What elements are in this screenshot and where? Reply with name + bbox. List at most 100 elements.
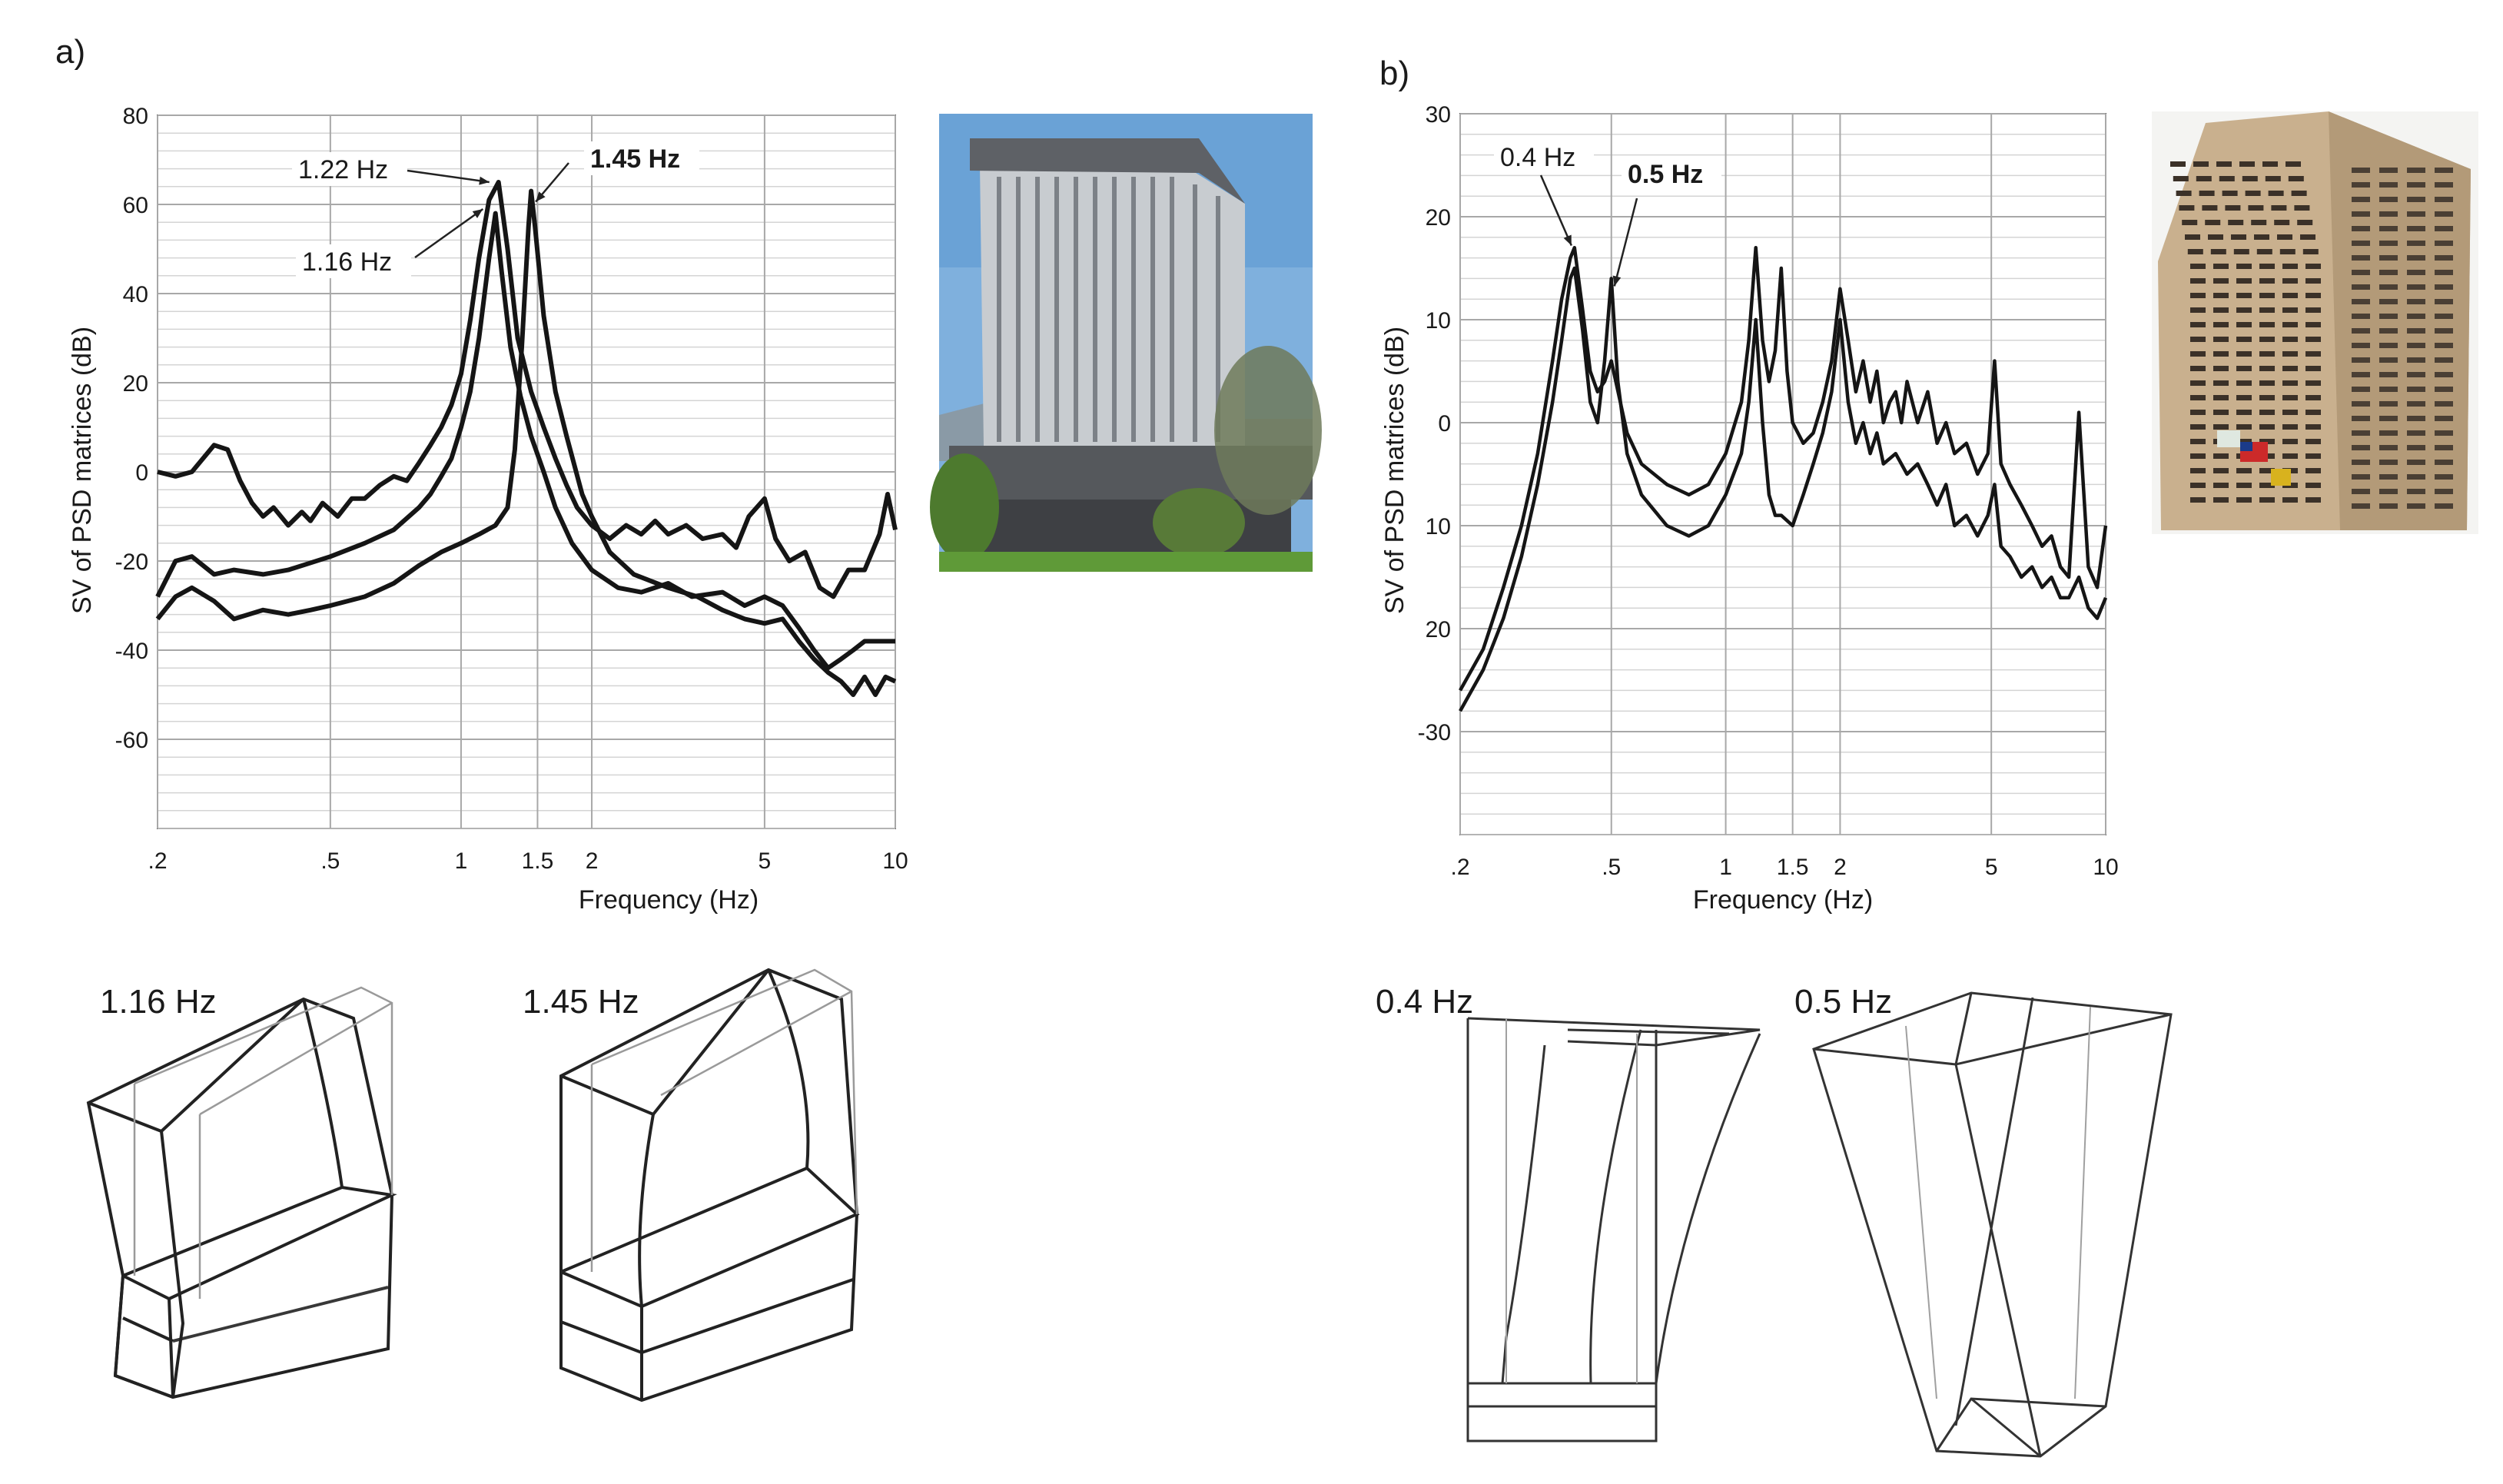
tower-window <box>2205 220 2221 225</box>
tower-window <box>2352 357 2370 363</box>
tower-window <box>2407 372 2425 377</box>
tower-window <box>2379 343 2398 348</box>
chart-b-ticks: .2 .5 1 1.5 2 5 10 30 20 10 0 10 20 -30 <box>1418 102 2119 880</box>
tower-window <box>2213 293 2229 298</box>
x-tick-label: 1 <box>455 848 468 874</box>
tower-window <box>2379 328 2398 334</box>
tower-window <box>2435 197 2453 202</box>
tower-window <box>2219 176 2235 181</box>
chart-b-annotations: 0.4 Hz 0.5 Hz <box>1494 140 1721 287</box>
tower-window <box>2305 439 2321 444</box>
mode-shape-a1 <box>86 986 397 1399</box>
tower-window <box>2352 299 2370 304</box>
y-tick-label: 0 <box>1438 411 1451 437</box>
tower-window <box>2190 468 2206 473</box>
tower-window <box>2282 337 2298 342</box>
tower-window <box>2254 234 2269 240</box>
tower-window <box>2213 483 2229 488</box>
tower-window <box>2213 278 2229 284</box>
tower-window <box>2187 249 2203 254</box>
tower-window <box>2407 430 2425 436</box>
tower-window <box>2282 307 2298 313</box>
tower-window <box>2407 168 2425 173</box>
tower-window <box>2222 191 2238 196</box>
tower-window <box>2208 234 2223 240</box>
tower-window <box>2407 182 2425 188</box>
chart-b-series <box>1459 245 2108 712</box>
tower-window <box>2259 468 2275 473</box>
tower-window <box>2236 278 2252 284</box>
tower-window <box>2379 357 2398 363</box>
tower-window <box>2242 176 2258 181</box>
y-tick-label: 20 <box>1426 205 1451 231</box>
tower-window <box>2300 234 2315 240</box>
tower-window <box>2259 293 2275 298</box>
tower-window <box>2379 168 2398 173</box>
tower-window <box>2179 205 2195 211</box>
tower-window <box>2305 351 2321 357</box>
tower-window <box>2190 322 2206 327</box>
y-tick-label: 20 <box>123 371 148 397</box>
tower-window <box>2379 211 2398 217</box>
tower-window <box>2379 474 2398 480</box>
tower-window <box>2379 226 2398 231</box>
annotation-bg <box>292 152 407 186</box>
mode-shape-a2 <box>559 968 860 1403</box>
tower-window <box>2407 401 2425 407</box>
tower-window <box>2407 387 2425 392</box>
tower-window <box>2407 314 2425 319</box>
tower-window <box>2259 410 2275 415</box>
tower-window <box>2379 416 2398 421</box>
tower-window <box>2213 322 2229 327</box>
tower-window <box>2291 191 2307 196</box>
annotation-arrow <box>1613 198 1638 287</box>
tower-window <box>2407 460 2425 465</box>
tower-window <box>2407 197 2425 202</box>
tower-window <box>2236 483 2252 488</box>
tower-window <box>2435 357 2453 363</box>
tower-window <box>2435 241 2453 246</box>
y-tick-label: 10 <box>1426 514 1451 539</box>
tower-window <box>2352 270 2370 275</box>
tower-window <box>2435 328 2453 334</box>
tower-window <box>2407 474 2425 480</box>
tower-window <box>2435 474 2453 480</box>
tower-window <box>2407 416 2425 421</box>
tower-window <box>2182 220 2198 225</box>
y-tick-label: -40 <box>115 639 148 664</box>
x-tick-label: .5 <box>1602 855 1621 880</box>
x-tick-label: 10 <box>2093 855 2118 880</box>
tower-window <box>2352 314 2370 319</box>
tower-windows <box>2170 161 2453 509</box>
mode-shape-b1 <box>1466 1017 1761 1443</box>
tower-window <box>2435 460 2453 465</box>
annotation-label: 1.45 Hz <box>590 144 680 174</box>
tower-window <box>2407 270 2425 275</box>
tower-window <box>2248 205 2264 211</box>
tower-window <box>2213 410 2229 415</box>
tower-window <box>2259 322 2275 327</box>
tower-window <box>2282 366 2298 371</box>
tower-window <box>2216 161 2232 167</box>
tower-window <box>2407 357 2425 363</box>
tower-window <box>2407 211 2425 217</box>
annotation-label: 0.5 Hz <box>1628 160 1703 189</box>
tower-window <box>2259 497 2275 503</box>
tower-window <box>2352 343 2370 348</box>
tower-window <box>2435 284 2453 290</box>
tower-window <box>2435 503 2453 509</box>
annotation-bg <box>1494 140 1594 174</box>
tower-window <box>2305 380 2321 386</box>
tower-window <box>2259 337 2275 342</box>
y-tick-label: -30 <box>1418 720 1451 745</box>
tower-window <box>2379 182 2398 188</box>
tower-window <box>2213 468 2229 473</box>
tower-window <box>2259 278 2275 284</box>
tower-window <box>2305 307 2321 313</box>
y-tick-label: 30 <box>1426 102 1451 128</box>
y-tick-label: 20 <box>1426 617 1451 642</box>
tower-window <box>2259 424 2275 430</box>
tower-window <box>2352 168 2370 173</box>
tower-window <box>2379 314 2398 319</box>
annotation-bg <box>296 244 411 278</box>
